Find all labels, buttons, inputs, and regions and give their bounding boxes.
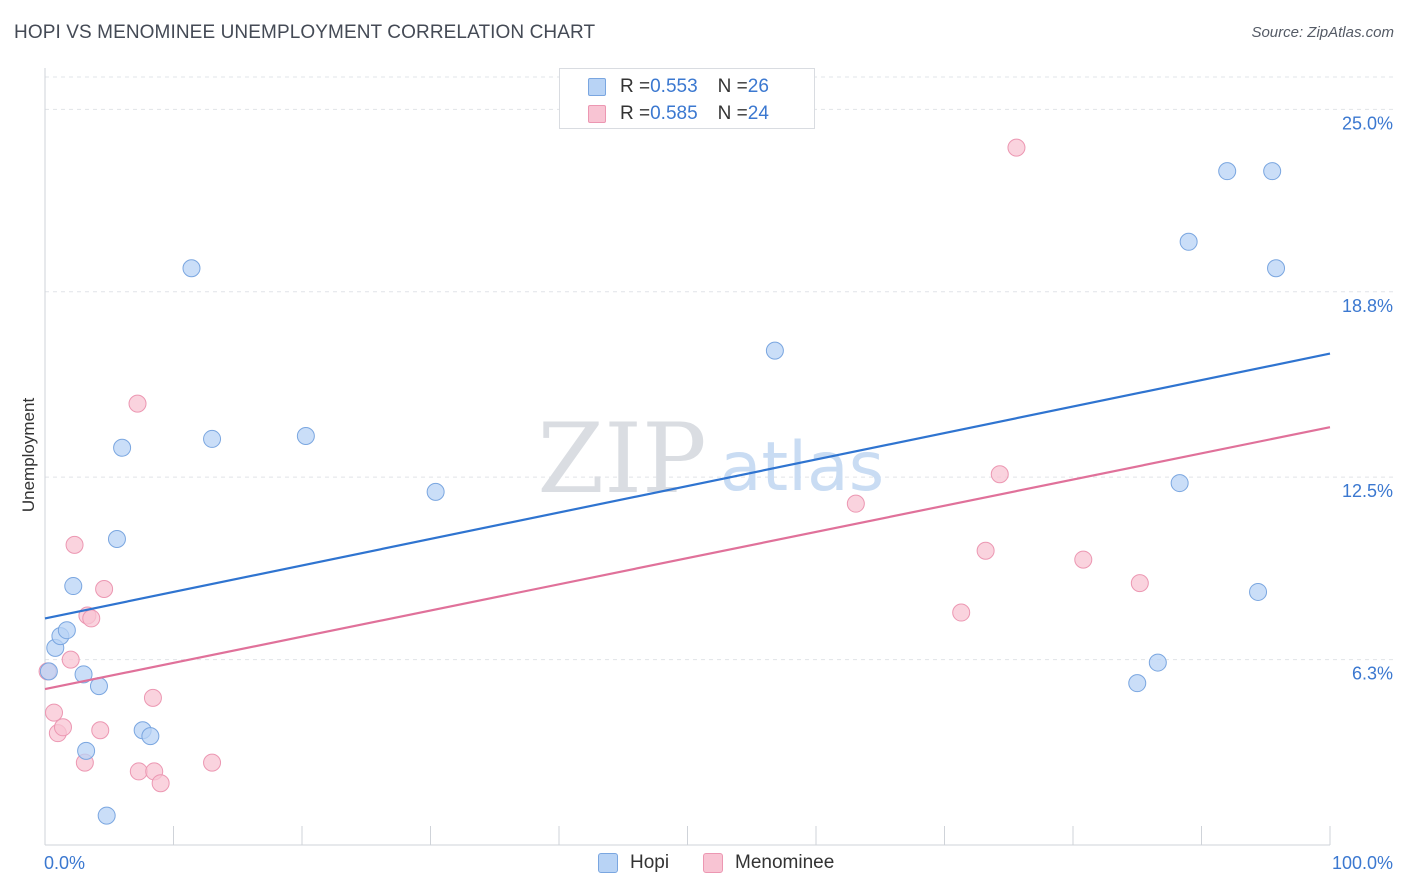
menominee-point [95,580,114,598]
y-axis-label: Unemployment [19,398,38,513]
x-tick-labels: 0.0% 100.0% [44,853,1393,873]
series-legend: Hopi Menominee [0,852,1406,878]
menominee-r-label: R = [620,103,651,124]
menominee-point [44,703,63,722]
menominee-swatch [588,105,606,123]
menominee-point [128,394,147,413]
menominee-point [1074,550,1093,569]
hopi-trend-line [44,352,1331,620]
watermark: ZIP atlas [537,403,884,515]
y-tick-label: 18.8% [1342,296,1393,316]
hopi-point [141,727,160,746]
menominee-point [952,603,971,622]
menominee-trend-line [44,426,1331,691]
legend-row-menominee: R = 0.585 N = 24 [588,102,769,126]
hopi-point [203,429,222,448]
hopi-point [77,741,96,760]
hopi-n-label: N = [717,76,748,97]
hopi-point [74,665,93,684]
menominee-n-value: 24 [747,103,769,124]
menominee-point [846,494,865,513]
hopi-point [107,529,126,548]
stats-legend: R = 0.553 N = 26 R = 0.585 N = 24 [559,68,815,129]
axes [44,68,1331,846]
hopi-point [1263,162,1282,181]
menominee-r-value: 0.585 [650,103,698,124]
hopi-point [1128,674,1147,693]
hopi-point [426,482,445,501]
y-tick-label: 12.5% [1342,481,1393,501]
menominee-point [1007,138,1026,157]
hopi-point [765,341,784,360]
menominee-point [65,535,84,554]
hopi-legend-swatch [598,853,618,873]
source-label: Source: ZipAtlas.com [1251,24,1394,41]
watermark-zip: ZIP [537,403,706,515]
trend-lines [44,352,1331,691]
x-tick-label: 0.0% [44,853,85,873]
menominee-point [990,465,1009,484]
menominee-point [61,650,80,669]
hopi-point [1170,474,1189,493]
menominee-legend-label: Menominee [735,852,835,873]
hopi-point [113,438,132,457]
legend-item-hopi: Hopi [598,852,669,874]
hopi-point [64,577,83,596]
hopi-point [1179,232,1198,251]
x-tick-label: 100.0% [1332,853,1393,873]
hopi-legend-label: Hopi [630,852,670,873]
y-tick-labels: 6.3% 12.5% 18.8% 25.0% [1342,113,1393,683]
menominee-point [129,762,148,781]
menominee-point [151,774,170,793]
hopi-point [57,621,76,640]
y-tick-label: 25.0% [1342,113,1393,133]
hopi-points [39,162,1286,825]
menominee-legend-swatch [703,853,723,873]
legend-row-hopi: R = 0.553 N = 26 [588,75,769,99]
watermark-atlas: atlas [720,428,884,507]
hopi-r-label: R = [620,76,651,97]
chart-title: HOPI VS MENOMINEE UNEMPLOYMENT CORRELATI… [14,22,596,43]
hopi-point [1249,582,1268,601]
menominee-point [976,541,995,560]
legend-item-menominee: Menominee [703,852,834,874]
hopi-point [1148,653,1167,672]
hopi-swatch [588,78,606,96]
hopi-r-value: 0.553 [650,76,698,97]
hopi-point [182,259,201,278]
hopi-point [1267,259,1286,278]
gridlines [45,76,1393,661]
hopi-point [97,806,116,825]
menominee-point [143,688,162,707]
hopi-point [39,662,58,681]
menominee-point [91,721,110,740]
menominee-point [1130,574,1149,593]
hopi-point [296,426,315,445]
menominee-n-label: N = [717,103,748,124]
hopi-point [1218,162,1237,181]
y-tick-label: 6.3% [1352,664,1393,684]
menominee-point [82,609,101,628]
menominee-points [38,138,1149,793]
menominee-point [53,718,72,737]
hopi-n-value: 26 [747,76,769,97]
menominee-point [203,753,222,772]
